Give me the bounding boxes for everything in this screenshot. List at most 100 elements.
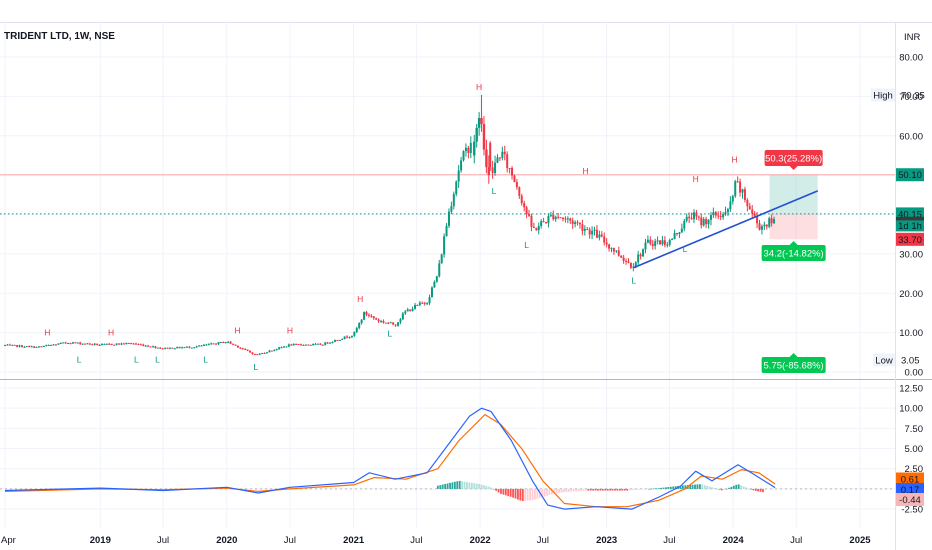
candle-body [185,346,188,348]
candle-body [418,302,421,305]
candle-body [37,346,40,348]
candle-body [98,344,101,346]
macd-histogram-bar [461,481,464,489]
macd-histogram-bar [487,486,490,489]
macd-histogram-bar [689,484,692,489]
candle-body [426,303,429,305]
macd-histogram-bar [519,488,522,501]
candle-body [353,332,356,336]
macd-histogram-bar [657,488,660,489]
macd-histogram-bar [691,484,694,489]
time-tick-label: Jul [537,535,549,546]
candle-body [135,343,138,345]
candle-body [639,254,642,257]
candle-body [685,216,688,221]
candle-body [736,181,739,183]
bar-countdown: 1d 1h [896,220,924,232]
candle-body [171,347,174,349]
macd-histogram-bar [701,484,704,489]
candle-body [13,344,16,346]
macd-histogram-bar [550,488,553,495]
candle-body [350,335,353,337]
candle-body [156,347,159,349]
candle-body [445,225,448,237]
trendline[interactable] [633,190,819,269]
position-stop-label-pointer [789,241,798,245]
horizontal-lines[interactable] [0,174,895,215]
candle-body [282,346,285,348]
candle-body [67,343,70,345]
currency-label[interactable]: INR [904,32,921,43]
position-far-label[interactable]: 5.75(-85.68%) [761,353,826,373]
candle-body [47,345,50,347]
macd-histogram-bar [667,487,670,489]
candle-body [229,341,232,344]
candle-body [142,344,145,346]
candle-body [469,142,472,153]
candle-body [518,187,521,196]
candle-body [770,218,773,224]
macd-histogram-bar [468,482,471,489]
position-loss-zone[interactable] [769,213,818,240]
low-readout-box [873,353,895,367]
candle-body [358,322,361,329]
macd-histogram-bar [703,485,706,489]
macd-histogram-bar [449,482,451,489]
macd-histogram-bar [475,483,478,489]
macd-histogram-bar [757,488,760,492]
position-stop-label-text: 34.2(-14.82%) [764,249,824,260]
candle-body [763,224,766,227]
candle-body [88,343,91,345]
candle-body [756,216,759,224]
candle-body [273,349,276,351]
candle-body [411,308,414,311]
candle-body [666,244,669,246]
candle-body [559,217,562,219]
macd-histogram-bar [587,488,590,491]
candle-body [520,195,523,204]
position-stop-label[interactable]: 34.2(-14.82%) [761,241,826,261]
macd-histogram-bar [572,488,575,492]
price-tick-label: 0.00 [905,368,924,379]
candle-body [542,221,545,223]
trendline-layer[interactable] [633,190,819,269]
candle-body [20,345,23,347]
candle-body [452,194,455,207]
candle-body [513,175,516,182]
candle-body [768,218,771,227]
candle-body [656,240,659,242]
candle-body [620,255,623,258]
position-target-label[interactable]: 50.3(25.28%) [764,150,823,170]
candle-body [485,149,488,168]
macd-histogram-bar [555,488,558,494]
candle-body [583,228,586,231]
macd-tick-label: 5.00 [905,444,924,455]
candle-body [253,354,256,356]
candle-body [103,343,106,345]
candle-body [642,249,645,257]
candle-body [212,343,215,345]
time-axis[interactable]: Apr 2019 Jul 2020 Jul 2021 Jul 2022 Jul 2023 Jul 20… [1,535,871,546]
swing-high-marker: H [44,328,50,338]
candle-body [149,346,152,348]
macd-histogram-bar [762,488,764,493]
macd-histogram-bar [584,488,587,491]
candle-body [695,212,698,217]
position-far-label-text: 5.75(-85.68%) [764,361,824,372]
macd-histogram-bar [500,488,502,494]
candle-body [603,236,606,243]
candle-body [198,345,201,347]
candle-body [523,203,526,208]
candle-body [413,305,416,309]
macd-histogram-bar [543,488,546,497]
macd-histogram-bar [478,483,481,489]
candle-body [159,347,162,349]
position-far-label-box [761,357,826,373]
candle-body [215,343,218,345]
macd-histogram-bar [660,487,662,489]
candle-body [297,343,300,345]
candle-body [598,234,601,238]
candle-body [33,346,36,348]
